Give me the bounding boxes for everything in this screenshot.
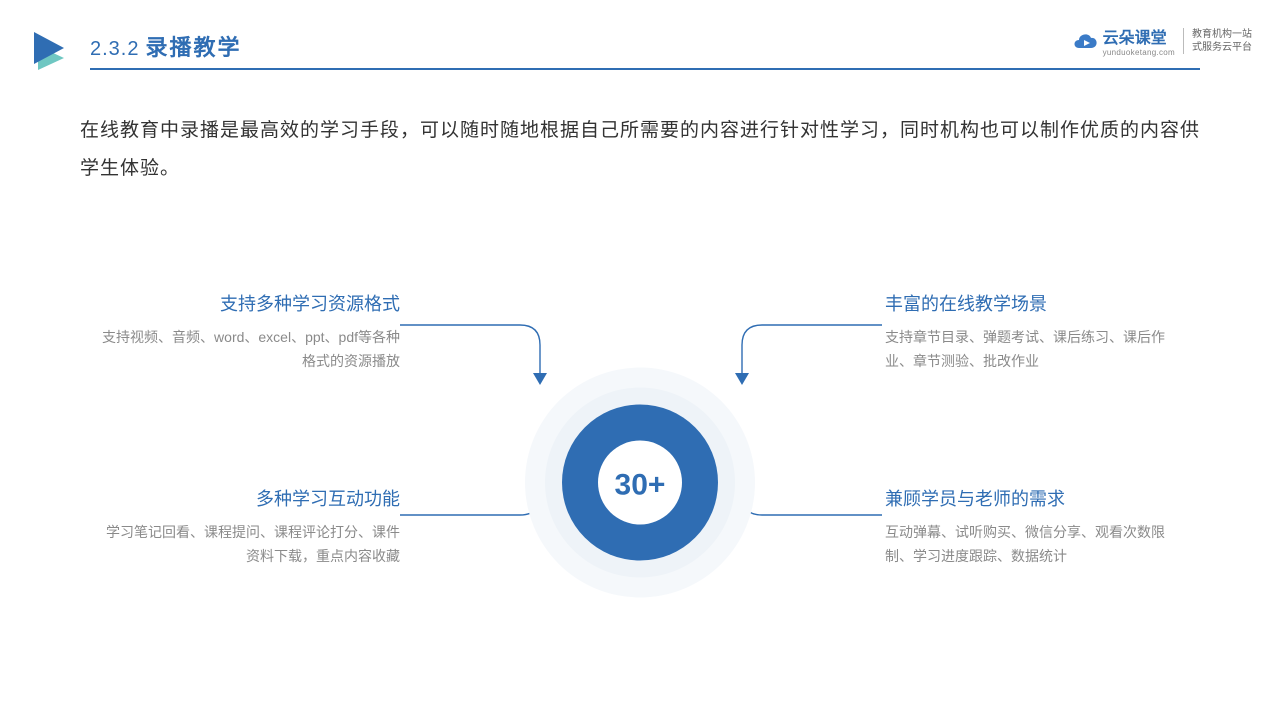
brand-block: 云朵课堂 yunduoketang.com 教育机构一站 式服务云平台 [1071, 24, 1252, 57]
slide-header: 2.3.2 录播教学 云朵课堂 yunduoketang.com 教育机构一站 … [0, 0, 1280, 70]
center-ring: 30+ [520, 363, 760, 608]
intro-paragraph: 在线教育中录播是最高效的学习手段，可以随时随地根据自己所需要的内容进行针对性学习… [80, 112, 1200, 188]
brand-name: 云朵课堂 [1103, 24, 1175, 48]
ring-icon: 30+ [520, 363, 760, 603]
section-number: 2.3.2 [90, 38, 139, 61]
brand-logo: 云朵课堂 yunduoketang.com [1071, 24, 1175, 57]
feature-desc: 学习笔记回看、课程提问、课程评论打分、课件资料下载，重点内容收藏 [100, 521, 400, 569]
feature-bottom-left: 多种学习互动功能 学习笔记回看、课程提问、课程评论打分、课件资料下载，重点内容收… [100, 485, 400, 569]
section-title-row: 2.3.2 录播教学 [90, 30, 1200, 70]
feature-desc: 支持章节目录、弹题考试、课后练习、课后作业、章节测验、批改作业 [885, 326, 1185, 374]
brand-domain: yunduoketang.com [1103, 48, 1175, 57]
feature-title: 支持多种学习资源格式 [100, 290, 400, 316]
feature-desc: 支持视频、音频、word、excel、ppt、pdf等各种格式的资源播放 [100, 326, 400, 374]
play-triangle-icon [34, 32, 70, 72]
feature-title: 多种学习互动功能 [100, 485, 400, 511]
brand-tagline-1: 教育机构一站 [1192, 28, 1252, 41]
feature-bottom-right: 兼顾学员与老师的需求 互动弹幕、试听购买、微信分享、观看次数限制、学习进度跟踪、… [885, 485, 1185, 569]
center-value: 30+ [615, 469, 666, 502]
feature-title: 丰富的在线教学场景 [885, 290, 1185, 316]
section-title: 录播教学 [145, 30, 241, 62]
feature-title: 兼顾学员与老师的需求 [885, 485, 1185, 511]
brand-tagline: 教育机构一站 式服务云平台 [1183, 28, 1252, 54]
feature-top-left: 支持多种学习资源格式 支持视频、音频、word、excel、ppt、pdf等各种… [100, 290, 400, 374]
brand-tagline-2: 式服务云平台 [1192, 41, 1252, 54]
feature-diagram: 30+ 支持多种学习资源格式 支持视频、音频、word、excel、ppt、pd… [0, 250, 1280, 670]
feature-desc: 互动弹幕、试听购买、微信分享、观看次数限制、学习进度跟踪、数据统计 [885, 521, 1185, 569]
feature-top-right: 丰富的在线教学场景 支持章节目录、弹题考试、课后练习、课后作业、章节测验、批改作… [885, 290, 1185, 374]
cloud-icon [1071, 30, 1099, 52]
